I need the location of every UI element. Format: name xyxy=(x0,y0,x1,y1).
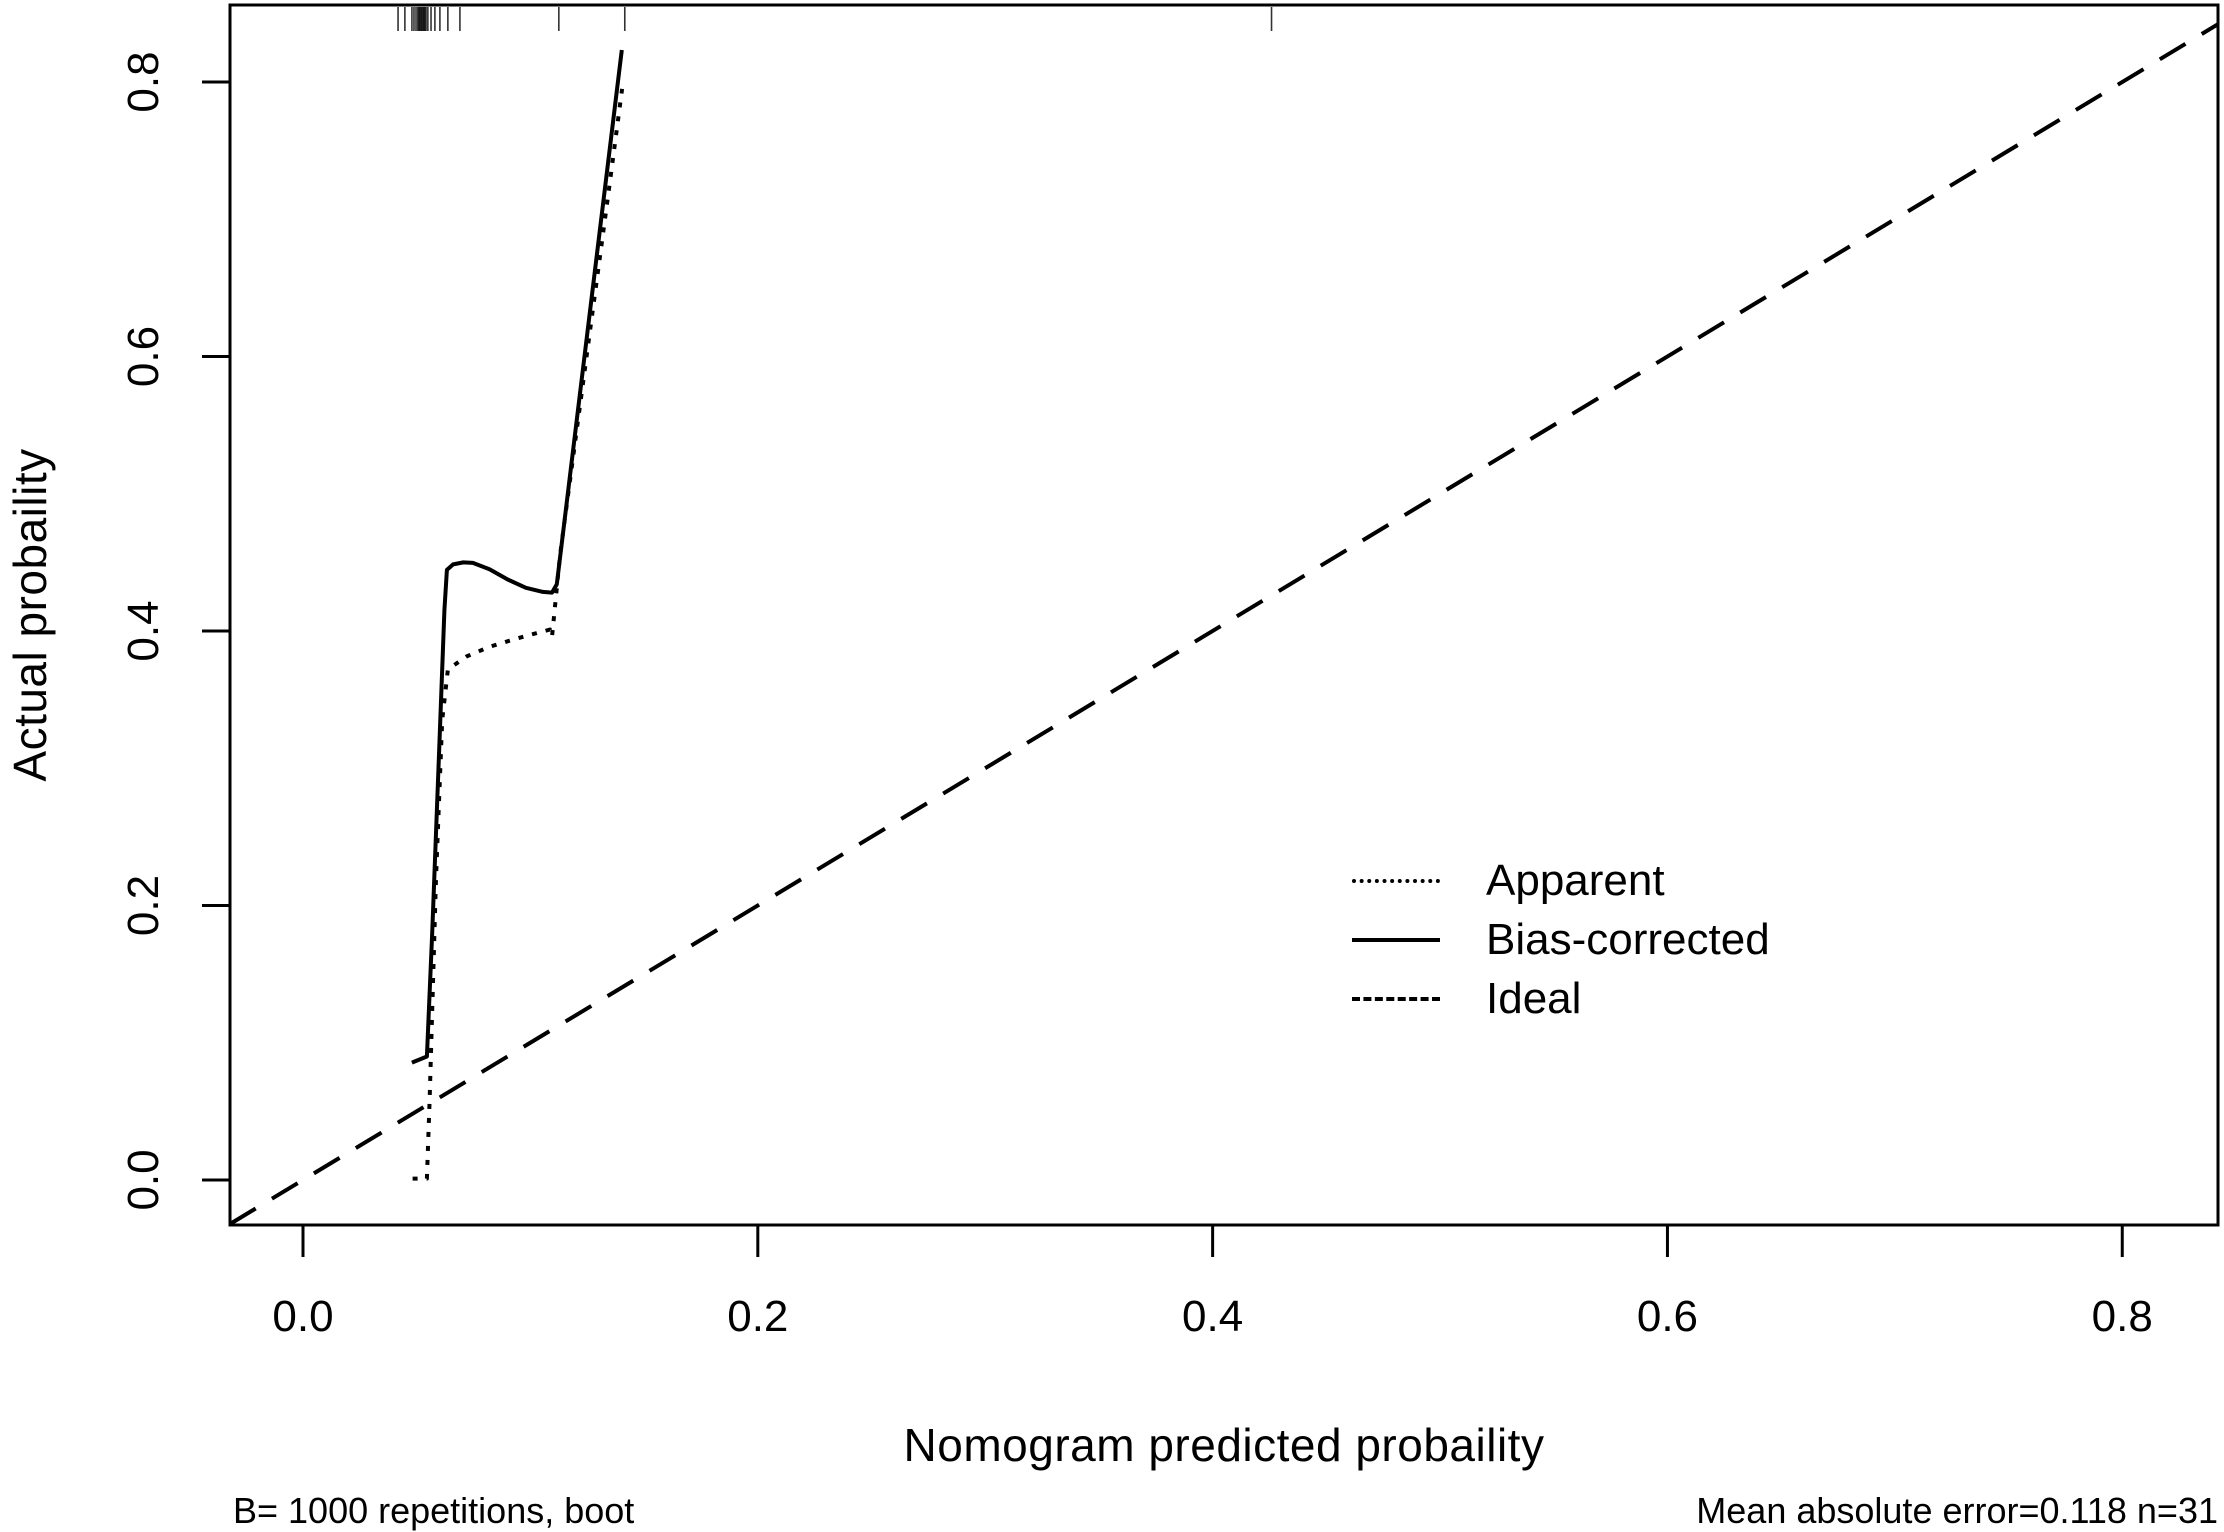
legend-item-bias-corrected: Bias-corrected xyxy=(1352,910,1770,969)
legend-line-sample-dashed xyxy=(1352,996,1440,1001)
series-line-bias-corrected xyxy=(411,49,624,1065)
footnote-mean-absolute-error: Mean absolute error=0.118 n=31 xyxy=(1696,1490,2218,1531)
series-line-apparent xyxy=(412,88,625,1181)
legend-label: Ideal xyxy=(1486,973,1582,1023)
x-tick-label: 0.6 xyxy=(1637,1292,1698,1341)
y-tick-label: 0.0 xyxy=(119,1149,168,1210)
x-tick-label: 0.8 xyxy=(2092,1292,2153,1341)
legend-line-sample-dotted xyxy=(1352,878,1440,883)
legend: Apparent Bias-corrected Ideal xyxy=(1352,851,1770,1028)
x-tick-label: 0.0 xyxy=(272,1292,333,1341)
series-line-ideal xyxy=(228,22,2220,1226)
plot-box xyxy=(228,3,2220,1227)
x-tick-label: 0.2 xyxy=(727,1292,788,1341)
legend-line-sample-solid xyxy=(1352,937,1440,942)
legend-item-apparent: Apparent xyxy=(1352,851,1770,910)
y-axis-title: Actual probaility xyxy=(4,448,56,782)
footnote-bootstrap-info: B= 1000 repetitions, boot xyxy=(233,1490,635,1531)
legend-item-ideal: Ideal xyxy=(1352,969,1770,1028)
legend-label: Bias-corrected xyxy=(1486,914,1770,964)
x-tick-label: 0.4 xyxy=(1182,1292,1243,1341)
y-tick-label: 0.6 xyxy=(119,326,168,387)
legend-label: Apparent xyxy=(1486,855,1665,905)
x-axis-title: Nomogram predicted probaility xyxy=(903,1419,1545,1471)
y-tick-label: 0.8 xyxy=(119,51,168,112)
y-tick-label: 0.4 xyxy=(119,600,168,661)
y-tick-label: 0.2 xyxy=(119,875,168,936)
